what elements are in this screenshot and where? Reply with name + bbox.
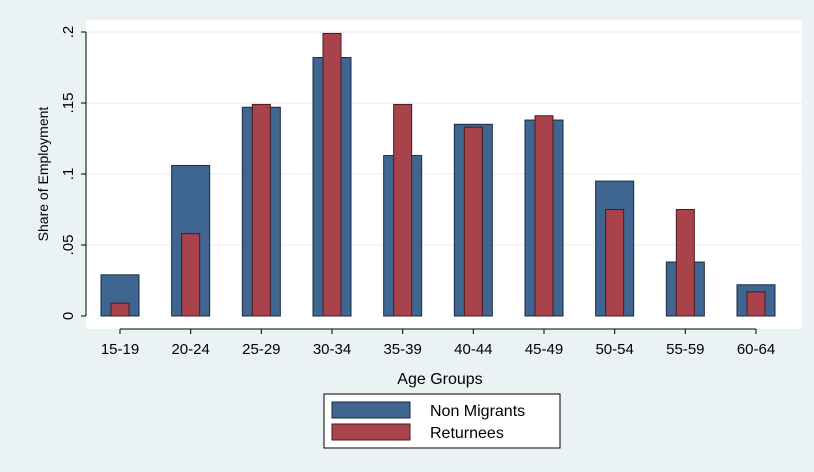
- y-tick-label: .2: [60, 26, 77, 39]
- bar-returnees: [463, 126, 483, 317]
- bar-returnees: [181, 233, 201, 317]
- axes: 0 .05 .1 .15 .2 15-19 20-24 25-29 30-34 35-39 40-4…: [60, 26, 775, 358]
- bar-returnees: [746, 291, 766, 317]
- bar-returnees: [110, 302, 130, 317]
- legend-label-returnees: Returnees: [430, 425, 504, 442]
- x-tick-label: 55-59: [666, 341, 704, 358]
- bars: [100, 32, 776, 317]
- bar-returnees: [534, 115, 554, 317]
- x-tick-label: 25-29: [242, 341, 280, 358]
- x-axis-title: Age Groups: [397, 371, 482, 388]
- x-tick-label: 40-44: [454, 341, 492, 358]
- legend: Non Migrants Returnees: [323, 393, 561, 449]
- legend-swatch-returnees: [331, 423, 411, 441]
- bar-returnees: [605, 209, 625, 317]
- bar-returnees: [675, 209, 695, 317]
- y-tick-label: .1: [60, 168, 77, 181]
- y-tick-label: 0: [60, 312, 77, 320]
- legend-label-non-migrants: Non Migrants: [430, 403, 525, 420]
- y-tick-label: .15: [60, 93, 77, 114]
- x-tick-label: 35-39: [383, 341, 421, 358]
- x-tick-label: 20-24: [171, 341, 209, 358]
- x-tick-label: 30-34: [313, 341, 351, 358]
- x-tick-label: 45-49: [525, 341, 563, 358]
- legend-swatch-non-migrants: [331, 401, 411, 419]
- bar-returnees: [322, 32, 342, 317]
- bar-returnees: [251, 103, 271, 317]
- y-axis-title: Share of Employment: [35, 107, 51, 242]
- x-tick-label: 60-64: [737, 341, 775, 358]
- y-tick-label: .05: [60, 235, 77, 256]
- x-tick-label: 15-19: [101, 341, 139, 358]
- x-tick-label: 50-54: [595, 341, 633, 358]
- bar-returnees: [393, 103, 413, 317]
